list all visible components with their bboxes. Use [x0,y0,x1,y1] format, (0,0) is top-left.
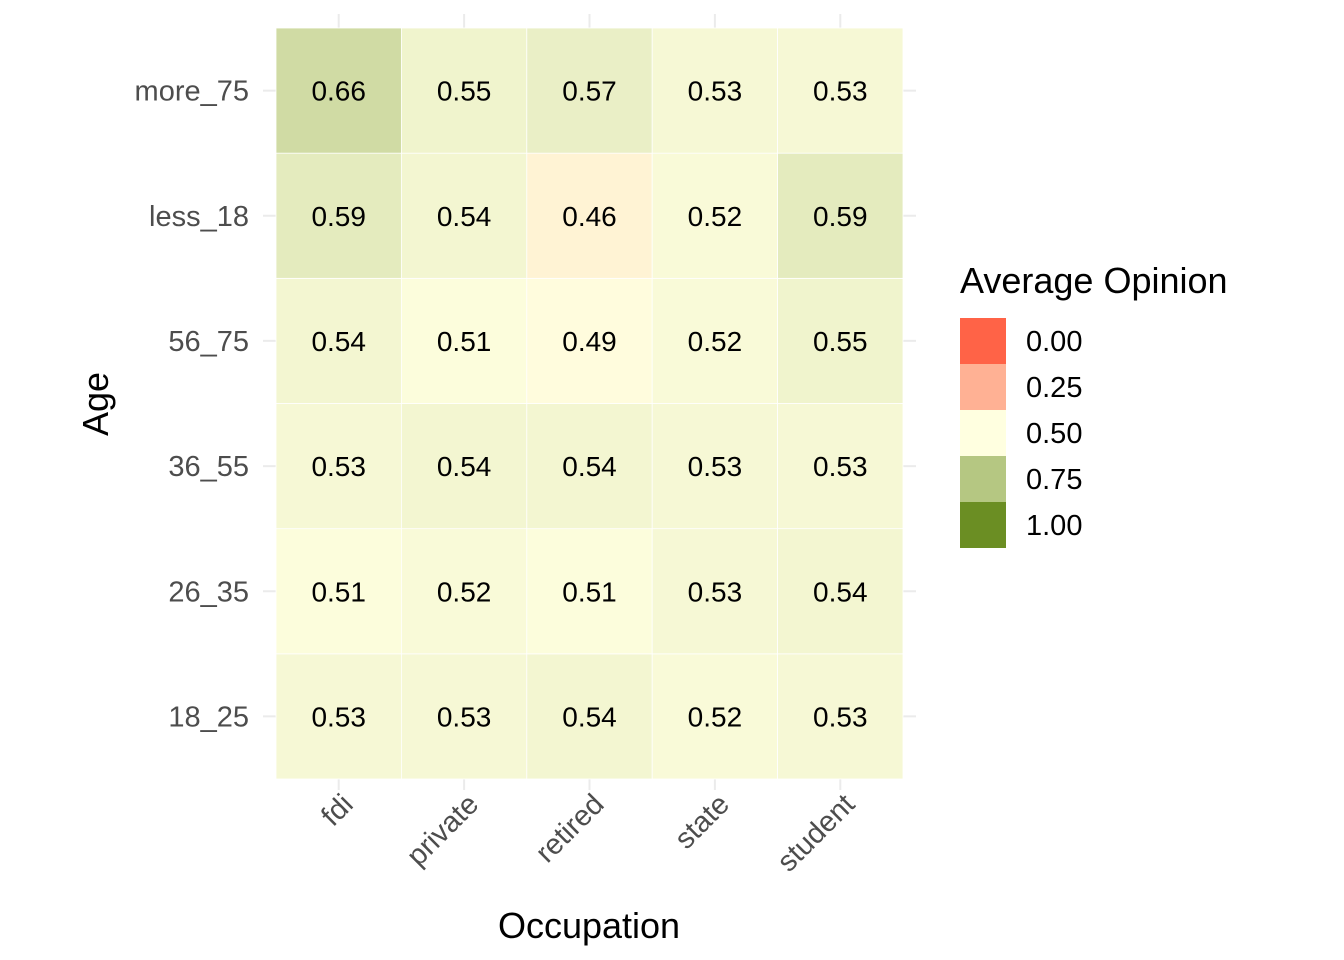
cell-value-label: 0.53 [688,576,743,607]
cell-value-label: 0.54 [562,451,617,482]
heatmap-cell-56_75-fdi [275,277,402,404]
legend-title: Average Opinion [960,260,1228,301]
heatmap-cell-more_75-retired [526,27,653,154]
cell-value-label: 0.54 [562,701,617,732]
heatmap-cells [275,27,904,780]
cell-value-label: 0.52 [688,701,743,732]
cell-value-labels: 0.53 0.53 0.54 0.52 0.53 0.51 0.52 0.51 0.53 0.54… [311,76,867,733]
heatmap-cell-56_75-private [400,277,528,404]
x-tick-label: state [669,788,736,855]
heatmap-cell-18_25-state [651,653,779,780]
x-axis-title: Occupation [498,905,680,946]
y-tick-label: 36_55 [168,451,249,483]
x-tick-label: student [771,788,861,878]
y-axis-title: Age [75,372,116,436]
heatmap-cell-less_18-state [651,152,779,279]
cell-value-label: 0.52 [688,201,743,232]
heatmap-cell-more_75-fdi [275,27,402,154]
heatmap-cell-18_25-fdi [275,653,402,780]
x-tick-label: retired [530,788,611,869]
cell-value-label: 0.55 [437,76,492,107]
heatmap-cell-more_75-private [400,27,528,154]
cell-value-label: 0.54 [813,576,868,607]
heatmap-cell-26_35-fdi [275,528,402,655]
legend: Average Opinion 0.00 0.25 0.50 0.75 1.00 [960,260,1228,548]
cell-value-label: 0.49 [562,326,617,357]
y-axis-tick-labels: 18_25 26_35 36_55 56_75 less_18 more_75 [135,76,249,734]
heatmap-cell-less_18-fdi [275,152,402,279]
cell-value-label: 0.53 [813,451,868,482]
cell-value-label: 0.59 [311,201,366,232]
y-tick-label: 26_35 [168,576,249,608]
cell-value-label: 0.51 [562,576,617,607]
cell-value-label: 0.53 [311,451,366,482]
cell-value-label: 0.52 [437,576,492,607]
heatmap-cell-56_75-state [651,277,779,404]
heatmap-cell-more_75-student [777,27,904,154]
cell-value-label: 0.53 [688,451,743,482]
cell-value-label: 0.54 [311,326,366,357]
cell-value-label: 0.53 [437,701,492,732]
heatmap-cell-26_35-state [651,528,779,655]
heatmap-cell-36_55-private [400,403,528,530]
cell-value-label: 0.51 [437,326,492,357]
cell-value-label: 0.53 [311,701,366,732]
legend-key-swatch [960,364,1006,410]
y-tick-label: 18_25 [168,701,249,733]
cell-value-label: 0.53 [813,76,868,107]
cell-value-label: 0.57 [562,76,617,107]
cell-value-label: 0.55 [813,326,868,357]
heatmap-cell-36_55-retired [526,403,653,530]
cell-value-label: 0.51 [311,576,366,607]
heatmap-cell-26_35-private [400,528,528,655]
heatmap-cell-18_25-private [400,653,528,780]
legend-key-swatch [960,502,1006,548]
heatmap-cell-36_55-student [777,403,904,530]
heatmap-cell-18_25-student [777,653,904,780]
x-tick-label: private [401,788,485,872]
heatmap-cell-26_35-student [777,528,904,655]
cell-value-label: 0.66 [311,76,366,107]
heatmap-cell-36_55-state [651,403,779,530]
legend-key-label: 0.75 [1026,464,1082,496]
heatmap-cell-56_75-student [777,277,904,404]
cell-value-label: 0.59 [813,201,868,232]
heatmap-cell-18_25-retired [526,653,653,780]
legend-key-label: 0.50 [1026,418,1082,450]
legend-keys: 0.00 0.25 0.50 0.75 1.00 [960,318,1082,548]
heatmap-cell-less_18-student [777,152,904,279]
legend-key-swatch [960,456,1006,502]
heatmap-cell-36_55-fdi [275,403,402,530]
legend-key-label: 1.00 [1026,510,1082,542]
heatmap-cell-more_75-state [651,27,779,154]
cell-value-label: 0.54 [437,451,492,482]
heatmap-cell-56_75-retired [526,277,653,404]
heatmap-cell-less_18-private [400,152,528,279]
y-tick-label: less_18 [149,201,249,233]
cell-value-label: 0.53 [688,76,743,107]
cell-value-label: 0.46 [562,201,617,232]
cell-value-label: 0.54 [437,201,492,232]
heatmap-cell-less_18-retired [526,152,653,279]
x-tick-label: fdi [315,788,359,832]
y-tick-label: 56_75 [168,326,249,358]
legend-key-swatch [960,410,1006,456]
cell-value-label: 0.53 [813,701,868,732]
legend-key-label: 0.00 [1026,326,1082,358]
cell-value-label: 0.52 [688,326,743,357]
legend-key-label: 0.25 [1026,372,1082,404]
x-axis-tick-labels: fdi private retired state student [315,788,861,878]
legend-key-swatch [960,318,1006,364]
y-tick-label: more_75 [135,76,249,108]
